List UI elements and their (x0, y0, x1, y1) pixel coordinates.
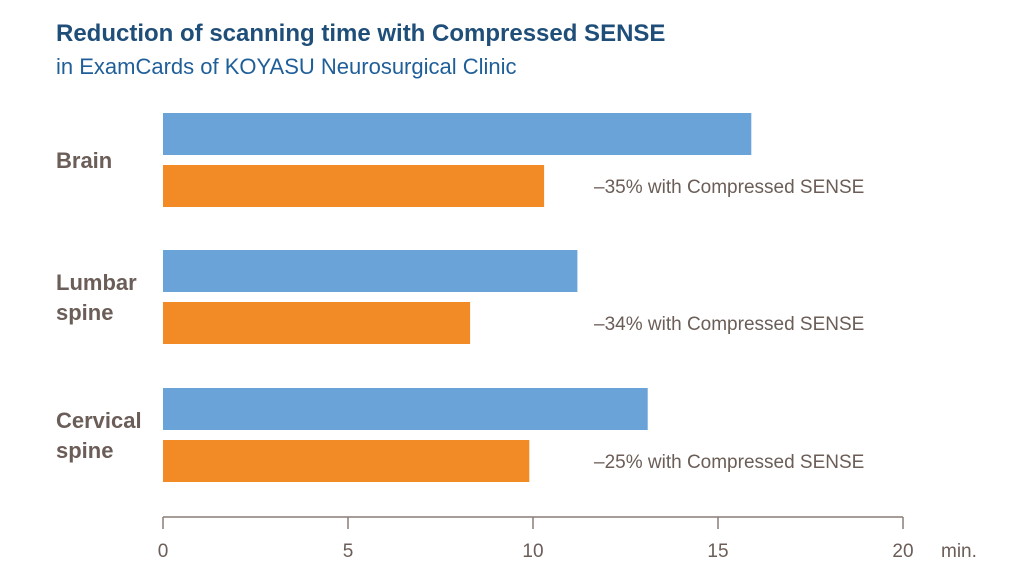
reduction-annotation-2: –34% with Compressed SENSE (594, 314, 864, 335)
category-label-2-line1: Lumbar (56, 270, 137, 295)
bar-series1-cat3 (163, 388, 648, 430)
x-tick-label-10: 10 (522, 541, 543, 562)
category-label-3-line2: spine (56, 438, 113, 463)
category-label-1-line1: Brain (56, 148, 112, 173)
x-tick-label-0: 0 (158, 541, 169, 562)
x-tick-label-20: 20 (892, 541, 913, 562)
bar-series2-cat3 (163, 440, 530, 482)
reduction-annotation-1: –35% with Compressed SENSE (594, 177, 864, 198)
chart-subtitle: in ExamCards of KOYASU Neurosurgical Cli… (56, 54, 517, 79)
x-tick-label-5: 5 (343, 541, 354, 562)
bar-series1-cat1 (163, 113, 752, 155)
bar-series2-cat2 (163, 302, 471, 344)
bar-series1-cat2 (163, 250, 578, 292)
category-label-2-line2: spine (56, 300, 113, 325)
x-axis-unit-label: min. (941, 541, 977, 562)
x-tick-label-15: 15 (707, 541, 728, 562)
category-label-3-line1: Cervical (56, 408, 142, 433)
bar-series2-cat1 (163, 165, 545, 207)
chart-title: Reduction of scanning time with Compress… (56, 20, 666, 47)
reduction-annotation-3: –25% with Compressed SENSE (594, 452, 864, 473)
